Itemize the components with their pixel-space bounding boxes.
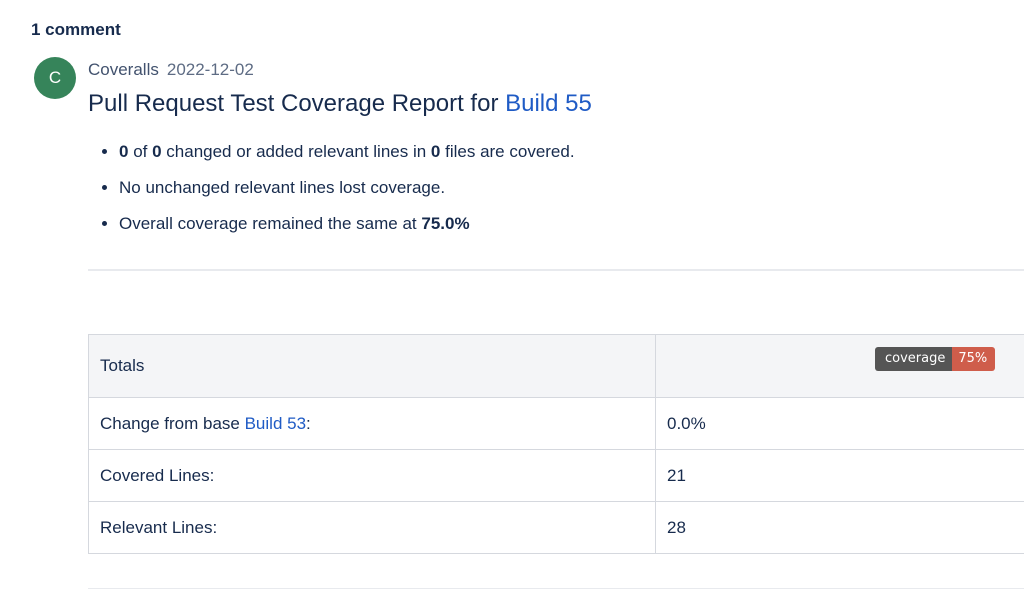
build-link[interactable]: Build 55 <box>505 90 592 117</box>
list-item: 0 of 0 changed or added relevant lines i… <box>119 139 575 175</box>
base-build-link[interactable]: Build 53 <box>244 413 307 433</box>
overall-coverage-value: 75.0% <box>421 214 470 233</box>
row-label: Covered Lines: <box>88 449 656 502</box>
table-row: Covered Lines: 21 <box>88 449 1024 502</box>
report-title: Pull Request Test Coverage Report for Bu… <box>88 90 592 118</box>
coverage-badge[interactable]: coverage 75% <box>875 347 996 371</box>
comment-count: 1 comment <box>31 20 121 39</box>
comment-meta: Coveralls 2022-12-02 <box>88 60 254 80</box>
row-label: Relevant Lines: <box>88 501 656 554</box>
row-label: Change from base Build 53: <box>88 397 656 450</box>
changed-files-count: 0 <box>430 142 441 161</box>
row-value: 0.0% <box>655 397 1024 450</box>
comment-author[interactable]: Coveralls <box>88 60 159 79</box>
changed-covered-count: 0 <box>119 142 129 161</box>
row-value: 21 <box>655 449 1024 502</box>
avatar[interactable]: C <box>34 57 76 99</box>
totals-header: Totals <box>88 334 656 398</box>
coverage-summary-list: 0 of 0 changed or added relevant lines i… <box>88 139 575 247</box>
divider <box>88 588 1024 589</box>
avatar-initial: C <box>48 68 62 87</box>
coverage-badge-label: coverage <box>875 347 953 371</box>
table-row: Totals coverage 75% <box>88 334 1024 398</box>
coverage-badge-value: 75% <box>952 347 996 371</box>
table-row: Relevant Lines: 28 <box>88 501 1024 554</box>
totals-table: Totals coverage 75% Change from base Bui… <box>88 334 1024 554</box>
changed-relevant-count: 0 <box>152 142 162 161</box>
list-item: No unchanged relevant lines lost coverag… <box>119 175 575 211</box>
list-item: Overall coverage remained the same at 75… <box>119 211 575 247</box>
row-value: 28 <box>655 501 1024 554</box>
comment-date: 2022-12-02 <box>166 60 254 79</box>
report-title-text: Pull Request Test Coverage Report for <box>88 90 499 117</box>
divider <box>88 269 1024 271</box>
badge-cell: coverage 75% <box>655 334 1024 398</box>
table-row: Change from base Build 53: 0.0% <box>88 397 1024 450</box>
